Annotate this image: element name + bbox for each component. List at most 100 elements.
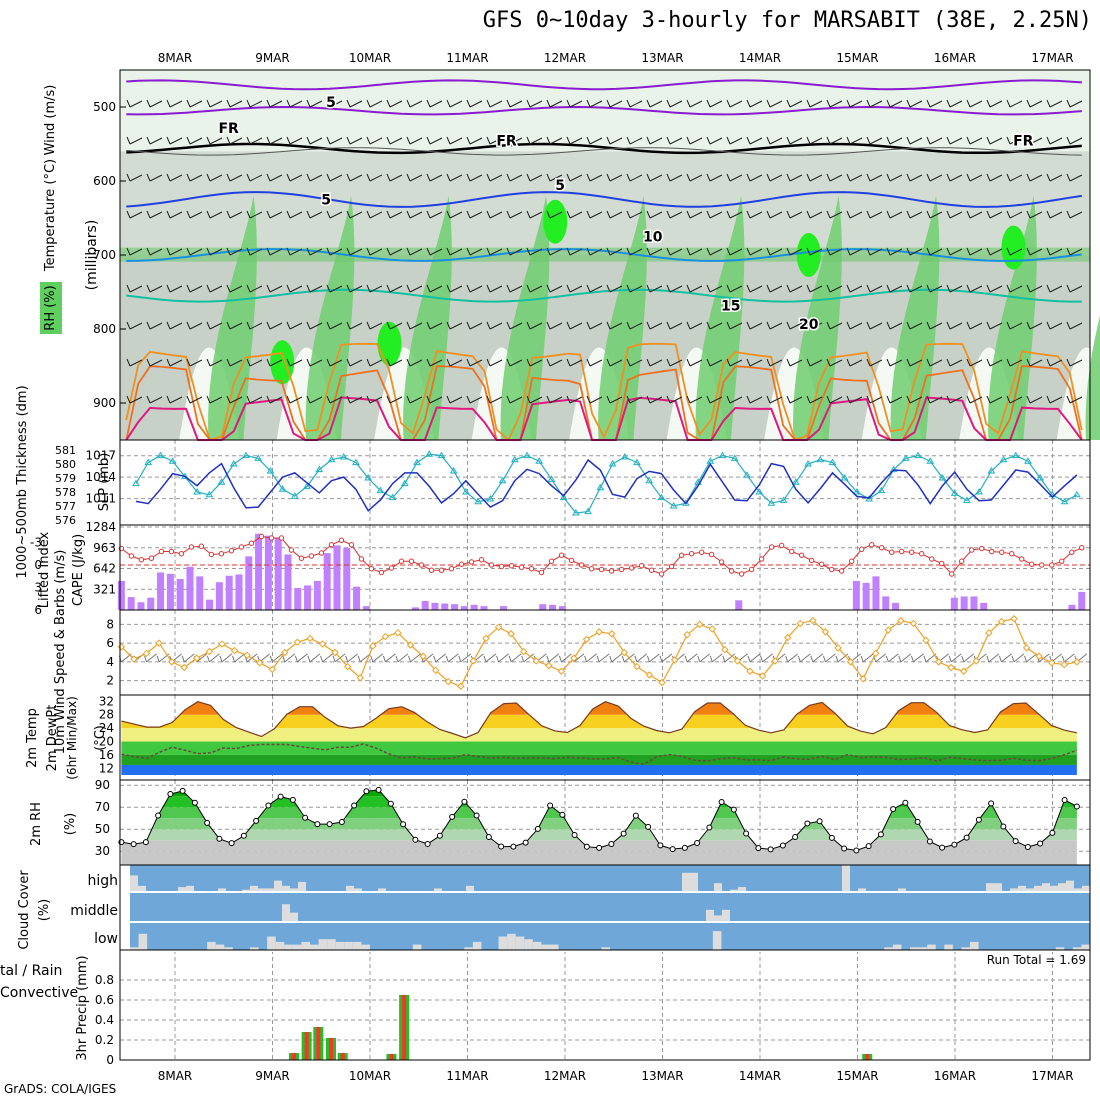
thickness-point bbox=[156, 451, 165, 459]
rh-point bbox=[694, 839, 701, 846]
wind-barb bbox=[126, 210, 143, 219]
wind-speed-point bbox=[658, 678, 666, 687]
wind-barb bbox=[386, 136, 403, 145]
thickness-point bbox=[290, 492, 299, 499]
wind-barb bbox=[246, 321, 263, 330]
cloud-bar bbox=[507, 933, 516, 950]
cape-bar bbox=[970, 596, 978, 610]
wind-barb bbox=[1026, 136, 1043, 145]
date-label-bottom: 14MAR bbox=[739, 1069, 781, 1083]
wind-barb bbox=[466, 321, 483, 330]
rh-point bbox=[865, 843, 872, 850]
wind-barb bbox=[506, 136, 523, 145]
temperature-contour bbox=[126, 191, 1082, 208]
wind-barb bbox=[426, 247, 443, 256]
rh-point bbox=[265, 802, 272, 809]
date-label-bottom: 8MAR bbox=[158, 1069, 193, 1083]
rh-band bbox=[121, 789, 1077, 797]
cloud-bar bbox=[215, 944, 225, 950]
wind-barb bbox=[226, 358, 243, 367]
li-point bbox=[198, 543, 205, 549]
li-point bbox=[798, 552, 805, 558]
cloud-level-high: high bbox=[87, 873, 118, 889]
cape-tick: 642 bbox=[93, 562, 116, 576]
precip-convective-bar bbox=[402, 995, 407, 1060]
temp-band bbox=[121, 764, 1077, 775]
cape-bar bbox=[304, 585, 312, 610]
date-label-bottom: 16MAR bbox=[934, 1069, 976, 1083]
wind-barb bbox=[926, 173, 943, 182]
wind-barb bbox=[386, 210, 403, 219]
wind-barb bbox=[246, 210, 263, 219]
wind-barb bbox=[926, 358, 943, 367]
wind-barb bbox=[246, 99, 263, 108]
wind-barb bbox=[846, 284, 863, 293]
cape-bar bbox=[147, 597, 155, 610]
wind-barb bbox=[946, 173, 963, 182]
wind-speed-point bbox=[670, 656, 679, 664]
li-point bbox=[1029, 561, 1035, 567]
li-point bbox=[338, 537, 345, 543]
wind-barb bbox=[206, 358, 223, 367]
wind-speed-point bbox=[142, 649, 151, 658]
wind-barb bbox=[966, 395, 983, 404]
wind-speed-point bbox=[369, 642, 377, 650]
cloud-bar bbox=[218, 888, 226, 891]
rh-point bbox=[926, 838, 933, 845]
thickness-point bbox=[376, 486, 385, 494]
wind-barb bbox=[966, 173, 983, 182]
wind-barb bbox=[666, 136, 683, 145]
rh-tick: 50 bbox=[95, 822, 110, 836]
wind-barb bbox=[986, 395, 1003, 404]
cape-bar bbox=[460, 606, 468, 610]
thickness-point bbox=[486, 495, 495, 502]
cloud-bar bbox=[1072, 947, 1082, 950]
wind-speed-point bbox=[268, 665, 276, 674]
wind-barb bbox=[526, 99, 543, 108]
temp-tick: 24 bbox=[99, 721, 114, 735]
li-point bbox=[708, 551, 715, 558]
temperature-contours bbox=[125, 79, 1083, 442]
wind-barb bbox=[326, 321, 343, 330]
cloud-bar bbox=[858, 888, 866, 891]
surface-wind-barb bbox=[747, 653, 761, 663]
wind-barb bbox=[386, 99, 403, 108]
wind-barb bbox=[686, 395, 703, 404]
cloud-bar bbox=[250, 885, 258, 891]
wind-barb bbox=[566, 358, 583, 367]
li-point bbox=[888, 549, 895, 555]
wind-barb bbox=[286, 210, 303, 219]
wind-barb bbox=[946, 247, 963, 256]
wind-barb bbox=[146, 173, 163, 182]
wind-tick: 2 bbox=[106, 674, 114, 688]
wind-barb bbox=[506, 395, 523, 404]
li-point bbox=[718, 559, 725, 565]
rh-band bbox=[121, 851, 1077, 865]
cape-bar bbox=[735, 600, 743, 610]
wind-barb bbox=[426, 284, 443, 293]
wind-speed-point bbox=[884, 626, 892, 634]
cloud-bar bbox=[714, 883, 722, 891]
wind-barb bbox=[306, 99, 323, 108]
wind-barb bbox=[846, 358, 863, 367]
rh-point bbox=[216, 835, 223, 842]
wind-barb bbox=[286, 358, 303, 367]
cloud-bar bbox=[282, 885, 290, 891]
surface-wind-barb bbox=[269, 653, 283, 663]
wind-barb bbox=[726, 247, 743, 256]
temp-band bbox=[121, 741, 1077, 755]
pressure-tick: 700 bbox=[93, 248, 116, 262]
wind-barb bbox=[686, 358, 703, 367]
wind-barb bbox=[686, 247, 703, 256]
precip-tick: 0.8 bbox=[95, 973, 114, 987]
cape-bar bbox=[1078, 591, 1086, 610]
rh-tick: 90 bbox=[95, 778, 110, 792]
surface-wind-barb bbox=[433, 653, 446, 663]
surface-wind-barb bbox=[521, 653, 535, 663]
wind-barb bbox=[446, 173, 463, 182]
legend-rh-swatch bbox=[40, 282, 62, 334]
wind-barb bbox=[846, 247, 863, 256]
wind-barb bbox=[246, 395, 263, 404]
li-point bbox=[1049, 562, 1055, 568]
wind-barb bbox=[446, 284, 463, 293]
